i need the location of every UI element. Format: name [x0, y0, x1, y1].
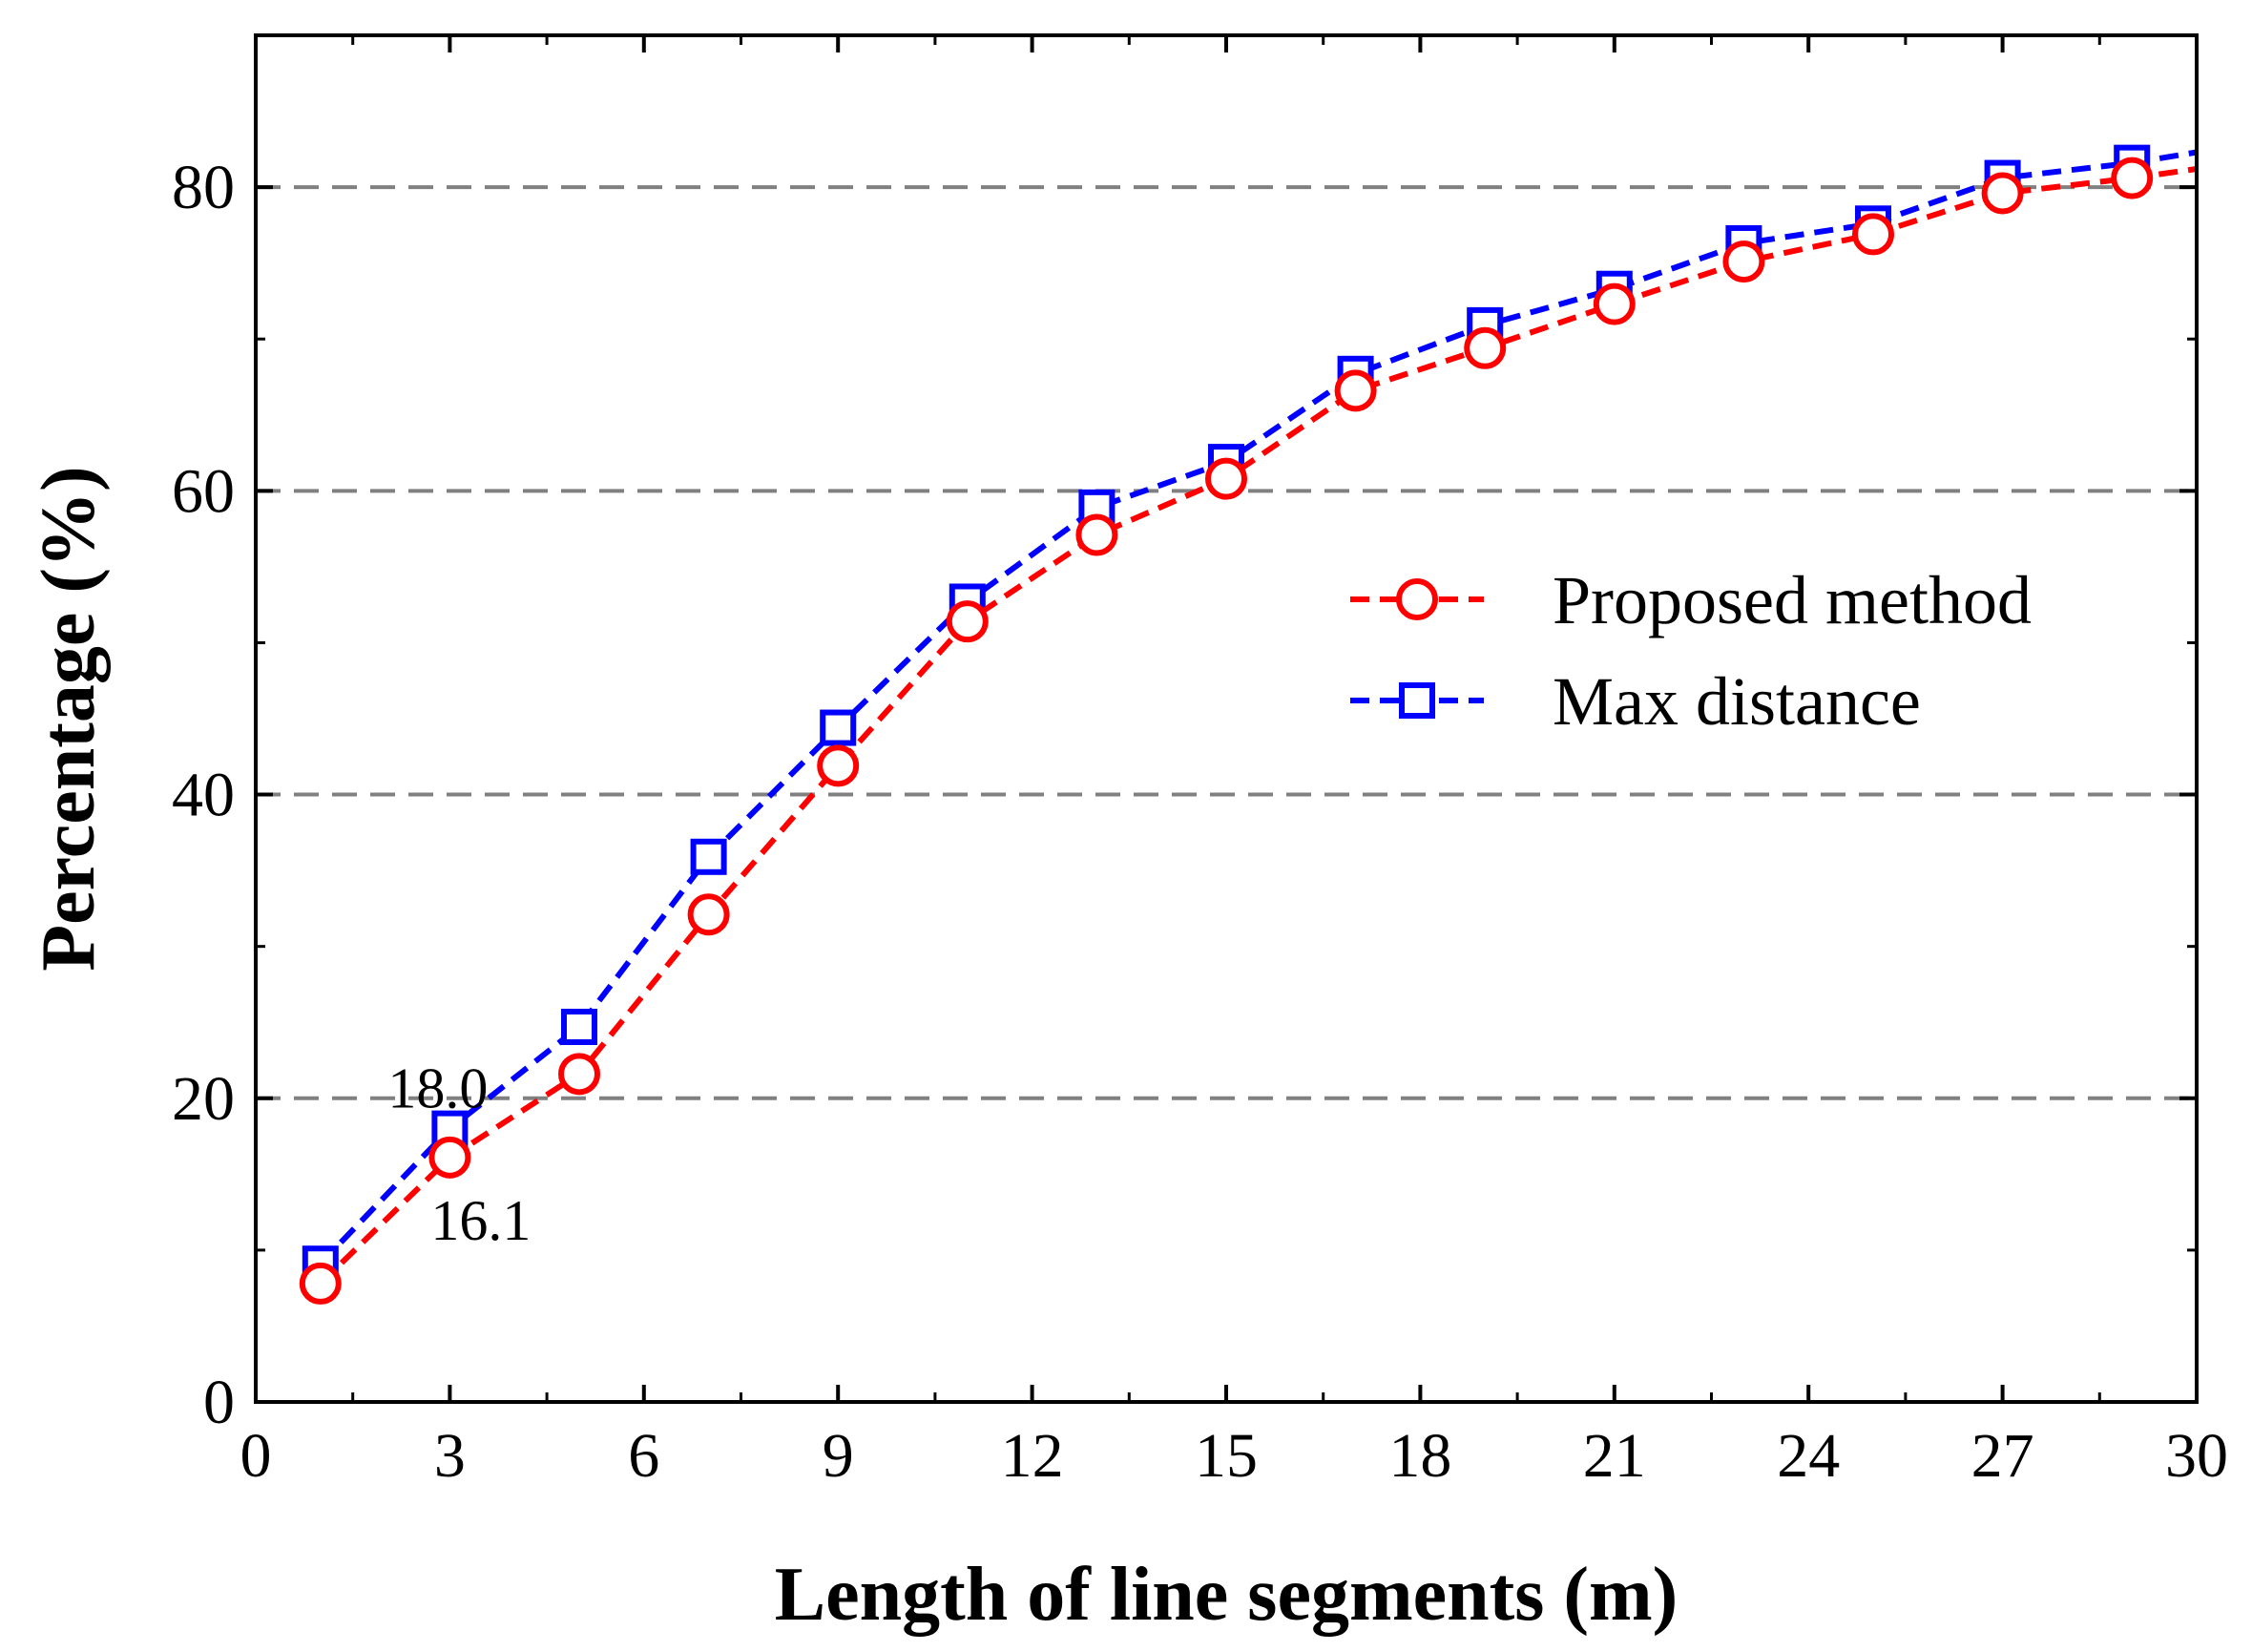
y-tick-label-60: 60	[172, 456, 235, 526]
proposed-method-point	[299, 1262, 342, 1305]
y-tick-label-0: 0	[203, 1368, 235, 1437]
proposed-method-line	[318, 166, 2198, 1286]
proposed-method-point	[428, 1136, 471, 1179]
legend-label-max-distance: Max distance	[1553, 663, 1921, 740]
axes-layer: 0 20 40 60 80 0 3 6 9 12 15 18 21 24 27 30	[172, 35, 2228, 1491]
proposed-method-point	[1981, 172, 2024, 215]
max-distance-line	[318, 149, 2198, 1266]
proposed-method-point	[2111, 157, 2154, 199]
annotation-label: 18.0	[387, 1057, 488, 1120]
annotation-layer: 18.0 16.1	[387, 1057, 531, 1252]
annotation-label: 16.1	[430, 1189, 531, 1252]
legend-marker-max-distance	[1399, 682, 1435, 719]
max-distance-point	[820, 709, 857, 746]
x-tick-label-27: 27	[1971, 1421, 2034, 1491]
proposed-method-point	[687, 893, 730, 936]
proposed-method-point	[1593, 282, 1636, 325]
proposed-method-point	[1334, 369, 1377, 412]
proposed-method-point	[1852, 213, 1894, 256]
legend-label-proposed-method: Proposed method	[1553, 562, 2032, 638]
x-tick-label-9: 9	[823, 1421, 854, 1491]
x-tick-label-18: 18	[1388, 1421, 1451, 1491]
x-tick-label-15: 15	[1195, 1421, 1258, 1491]
x-tick-label-24: 24	[1777, 1421, 1840, 1491]
legend: Proposed method Max distance	[1350, 562, 2032, 740]
legend-marker-proposed-method	[1396, 578, 1438, 620]
proposed-method-point	[1075, 513, 1118, 556]
y-axis-title: Percentage (%)	[27, 466, 111, 971]
proposed-method-point	[1722, 240, 1765, 283]
series-layer	[299, 144, 2198, 1305]
y-tick-label-80: 80	[172, 153, 235, 222]
x-tick-label-12: 12	[1001, 1421, 1064, 1491]
x-axis-title: Length of line segments (m)	[775, 1553, 1679, 1637]
y-tick-label-20: 20	[172, 1064, 235, 1134]
proposed-method-point	[558, 1053, 600, 1096]
y-tick-label-40: 40	[172, 761, 235, 830]
max-distance-point	[690, 838, 727, 875]
proposed-method-point	[817, 744, 860, 787]
max-distance-point	[561, 1008, 597, 1045]
grid-lines	[256, 185, 2197, 1100]
x-tick-label-0: 0	[240, 1421, 272, 1491]
x-tick-label-3: 3	[434, 1421, 466, 1491]
proposed-method-point	[1205, 457, 1247, 500]
proposed-method-point	[1464, 326, 1507, 369]
x-tick-label-6: 6	[628, 1421, 659, 1491]
proposed-method-point	[946, 600, 989, 643]
x-tick-label-21: 21	[1583, 1421, 1646, 1491]
x-tick-label-30: 30	[2165, 1421, 2228, 1491]
